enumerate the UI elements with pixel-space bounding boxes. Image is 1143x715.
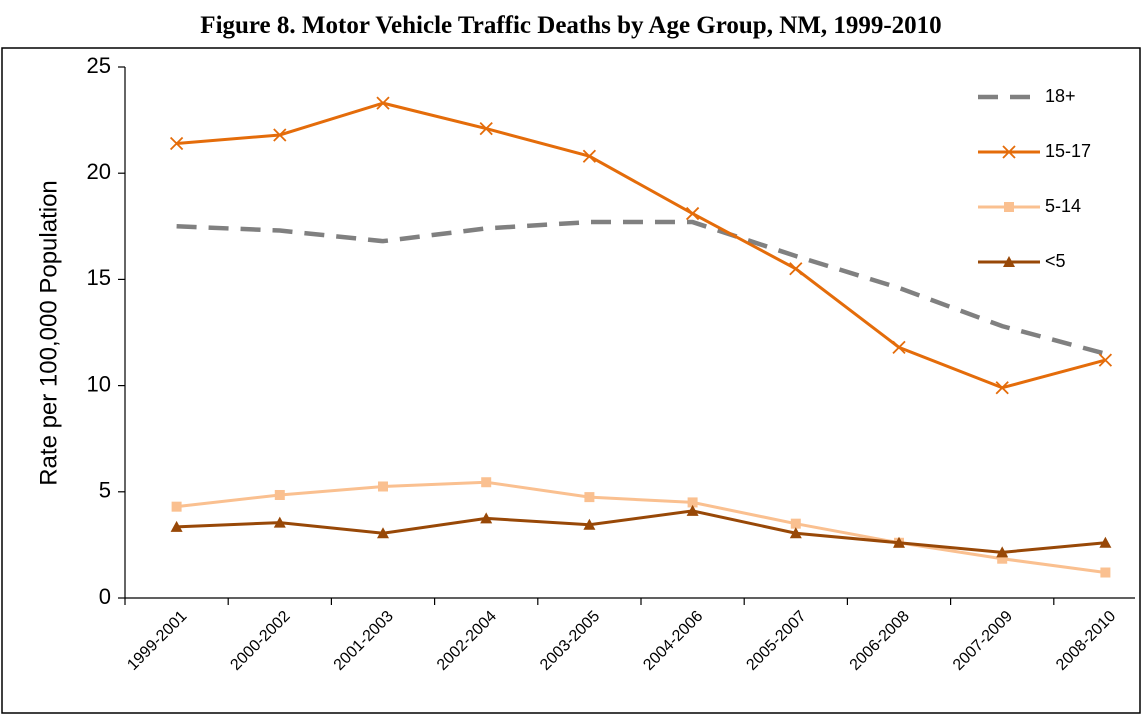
data-point <box>997 553 1008 564</box>
legend-label: 18+ <box>1045 86 1076 106</box>
data-point <box>582 149 597 163</box>
legend-marker <box>1004 202 1014 212</box>
y-tick-label: 15 <box>87 265 111 290</box>
y-tick-label: 5 <box>99 478 111 503</box>
data-point <box>378 481 388 492</box>
data-point <box>273 128 287 142</box>
x-tick-label: 2003-2005 <box>537 608 603 674</box>
data-point <box>479 121 493 136</box>
y-tick-label: 25 <box>87 53 111 78</box>
legend-label: <5 <box>1045 251 1066 271</box>
data-point <box>584 492 595 503</box>
data-point <box>996 546 1009 558</box>
series-line <box>176 219 1106 356</box>
data-point <box>892 340 906 355</box>
legend-label: 15-17 <box>1045 141 1091 161</box>
x-tick-label: 1999-2001 <box>124 608 190 674</box>
y-tick-label: 0 <box>99 584 111 609</box>
y-tick-label: 20 <box>87 159 111 184</box>
x-tick-label: 2001-2003 <box>331 608 397 674</box>
x-tick-label: 2007-2009 <box>950 608 1016 674</box>
data-point <box>170 520 183 532</box>
legend-marker <box>1003 256 1015 267</box>
data-point <box>789 527 802 539</box>
data-point <box>273 516 286 528</box>
x-tick-label: 2008-2010 <box>1053 608 1119 674</box>
chart-border <box>1 47 1141 714</box>
x-tick-label: 2002-2004 <box>434 608 500 674</box>
x-tick-label: 2004-2006 <box>640 608 706 674</box>
data-point <box>1099 536 1112 548</box>
legend-marker <box>1002 145 1016 159</box>
legend-label: 5-14 <box>1045 196 1081 216</box>
y-axis-label: Rate per 100,000 Population <box>35 180 62 486</box>
data-point <box>687 497 698 508</box>
series-line <box>176 101 1106 390</box>
data-point <box>995 381 1009 395</box>
data-point <box>376 96 390 110</box>
data-point <box>169 136 184 151</box>
data-point <box>685 206 700 221</box>
data-point <box>377 527 389 539</box>
y-tick-label: 10 <box>87 371 111 396</box>
data-point <box>1100 567 1111 578</box>
data-point <box>893 536 905 548</box>
series-line <box>176 509 1106 554</box>
series-line <box>176 480 1106 574</box>
data-point <box>480 512 493 524</box>
chart-title: Figure 8. Motor Vehicle Traffic Deaths b… <box>200 12 941 39</box>
data-point <box>274 489 285 500</box>
data-point <box>583 518 596 530</box>
data-point <box>686 504 699 516</box>
x-tick-label: 2000-2002 <box>227 608 293 674</box>
x-tick-label: 2006-2008 <box>847 608 913 674</box>
data-point <box>481 477 492 488</box>
data-point <box>1098 353 1113 367</box>
data-point <box>789 262 803 276</box>
data-point <box>790 518 801 529</box>
data-point <box>171 501 182 512</box>
x-tick-label: 2005-2007 <box>743 608 809 674</box>
